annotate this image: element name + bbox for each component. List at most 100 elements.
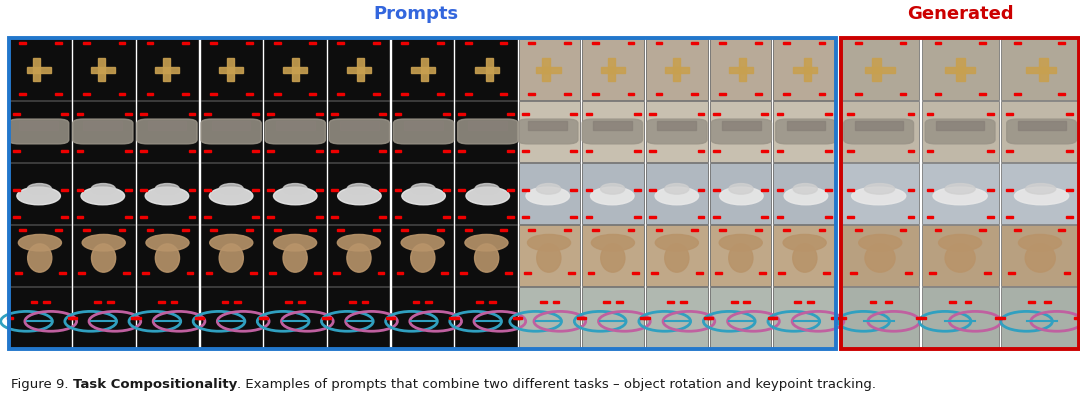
Bar [55,229,62,231]
Bar [337,43,345,45]
Bar [275,121,314,131]
Bar [137,225,199,287]
Bar [91,68,116,74]
FancyBboxPatch shape [712,120,771,145]
Bar [392,164,453,225]
Circle shape [82,235,125,252]
Bar [715,273,721,274]
Bar [411,68,435,74]
Bar [332,190,338,192]
Bar [719,43,726,45]
Ellipse shape [219,184,243,195]
Bar [332,114,338,116]
Bar [340,121,379,131]
Bar [356,58,364,82]
Bar [252,217,259,218]
Bar [464,94,472,96]
Bar [1014,229,1021,231]
Bar [310,229,316,231]
Bar [713,151,719,153]
Bar [268,217,274,218]
Circle shape [464,235,508,252]
Bar [349,301,355,304]
Circle shape [859,235,902,252]
Bar [577,317,583,319]
Bar [777,217,783,218]
Circle shape [210,235,253,252]
Bar [978,229,986,231]
Ellipse shape [945,184,975,195]
Bar [698,114,704,116]
Ellipse shape [91,184,116,195]
Ellipse shape [664,244,689,273]
Bar [713,190,719,192]
Bar [389,317,395,319]
Ellipse shape [1014,188,1069,205]
Bar [148,121,187,131]
Bar [842,40,919,101]
Bar [634,114,640,116]
Bar [927,114,933,116]
Bar [337,94,345,96]
Bar [522,151,529,153]
Bar [998,317,1004,319]
Bar [379,151,387,153]
Bar [77,114,83,116]
Bar [570,190,577,192]
Bar [507,151,513,153]
Bar [252,114,259,116]
Bar [261,317,268,319]
Bar [274,43,281,45]
Bar [147,94,153,96]
Bar [646,287,707,349]
Bar [204,151,211,153]
Bar [783,94,789,96]
Bar [929,273,935,274]
Ellipse shape [729,184,753,195]
Bar [900,43,906,45]
Bar [73,225,135,287]
Bar [285,301,292,304]
Bar [362,301,368,304]
Bar [43,301,51,304]
Ellipse shape [411,184,435,195]
Bar [1044,301,1051,304]
Bar [19,229,26,231]
Bar [328,287,390,349]
Bar [328,40,390,101]
Bar [373,43,380,45]
Bar [140,217,147,218]
Bar [205,273,213,274]
FancyBboxPatch shape [137,120,198,145]
Bar [1001,225,1078,287]
Bar [588,273,594,274]
Bar [421,58,429,82]
Bar [201,40,262,101]
Bar [268,190,274,192]
Bar [392,287,453,349]
Bar [379,190,387,192]
Bar [658,121,697,131]
Bar [706,317,713,319]
Bar [73,102,135,163]
Bar [59,273,66,274]
Ellipse shape [600,184,624,195]
FancyBboxPatch shape [843,120,914,145]
Bar [1066,114,1072,116]
Bar [315,114,323,116]
Bar [458,114,465,116]
Ellipse shape [1025,244,1055,273]
Bar [825,114,832,116]
Bar [125,114,132,116]
Bar [443,190,450,192]
Ellipse shape [17,188,60,205]
Bar [147,229,153,231]
Bar [773,40,835,101]
Bar [1066,217,1072,218]
Bar [68,317,75,319]
Ellipse shape [283,244,307,273]
Bar [328,102,390,163]
Ellipse shape [851,188,906,205]
Bar [443,217,450,218]
Bar [524,273,530,274]
